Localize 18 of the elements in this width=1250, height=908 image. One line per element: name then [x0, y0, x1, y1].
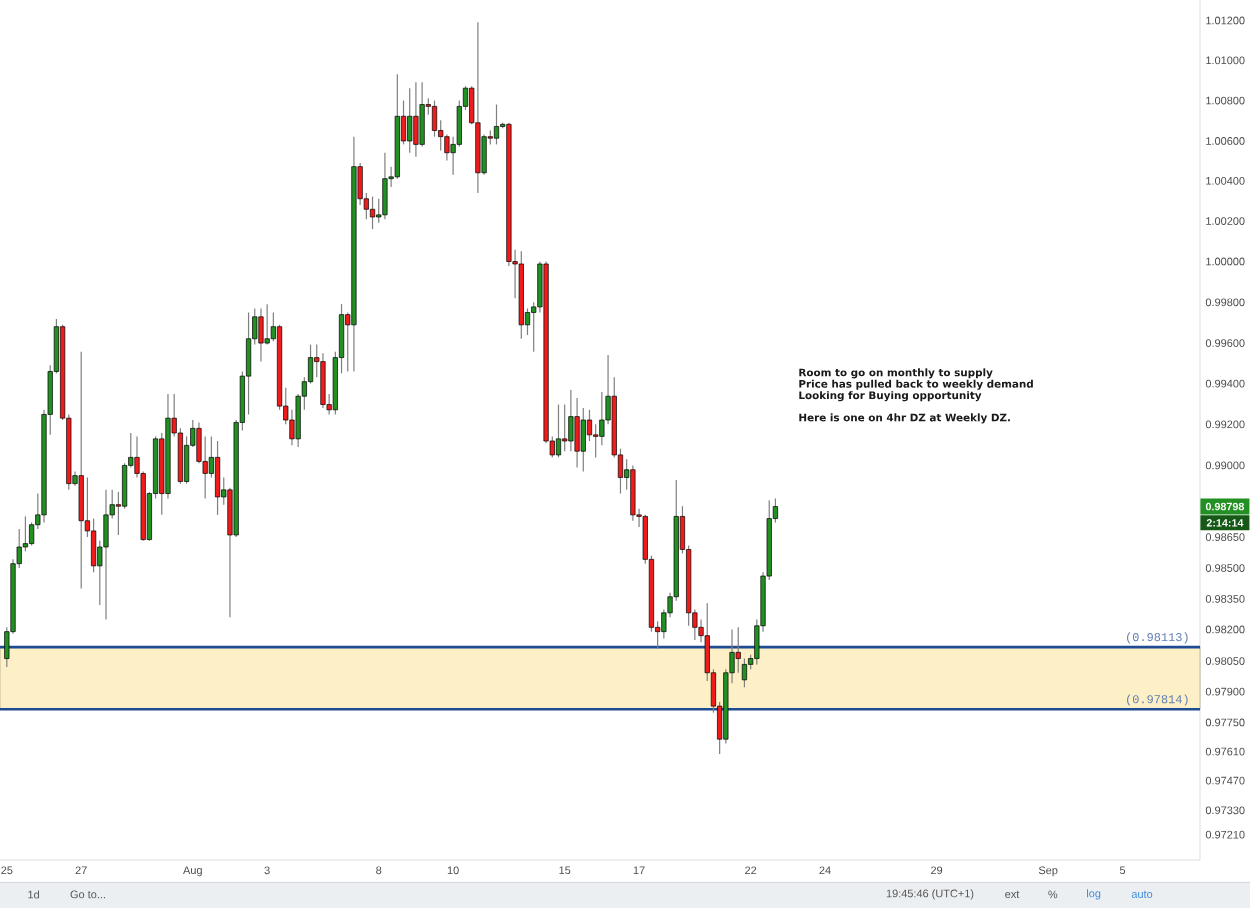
candlestick	[320, 352, 326, 409]
candlestick	[562, 403, 568, 452]
candlestick	[103, 489, 109, 621]
candlestick	[413, 81, 419, 158]
candlestick	[78, 351, 84, 590]
candlestick	[214, 440, 221, 516]
candlestick	[258, 307, 264, 363]
candlestick	[407, 87, 413, 154]
candlestick	[264, 303, 270, 346]
candlestick	[735, 626, 741, 674]
candlestick	[568, 389, 574, 452]
candlestick	[555, 403, 562, 458]
candlestick	[574, 397, 580, 469]
candlestick	[369, 196, 376, 230]
candlestick	[630, 464, 636, 522]
candlestick	[382, 152, 388, 220]
candlestick	[493, 103, 500, 145]
candlestick	[580, 407, 586, 473]
